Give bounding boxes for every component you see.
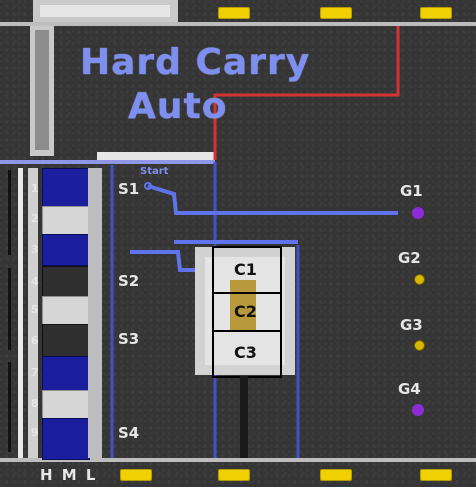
top-lamp [420,7,452,19]
cube-slot-5 [42,296,90,326]
cube-slot-4 [42,266,90,298]
slot-tabs [88,168,102,458]
top-lamp [218,7,250,19]
left-gate-frame [35,30,49,150]
c1-label: C1 [234,260,257,279]
g1-label: G1 [400,182,423,200]
bottom-lamp [218,469,250,481]
s3-label: S3 [118,330,140,348]
s4-label: S4 [118,424,140,442]
red-tape [213,26,400,160]
g3-label: G3 [400,316,423,334]
slot-number: 4 [31,275,39,288]
charge-station-ramp [230,280,256,330]
g2-label: G2 [398,249,421,267]
bottom-lamp [320,469,352,481]
left-platform [97,152,215,162]
slot-number: 8 [31,397,39,410]
cube-slot-7 [42,356,90,392]
start-marker [144,182,152,190]
start-label: Start [140,166,169,177]
group-bracket-mid [8,268,11,350]
left-rail [0,160,215,164]
title-line-1: Hard Carry [80,42,311,83]
cube-slot-2 [42,206,90,236]
top-wall [0,22,476,26]
g4-label: G4 [398,380,421,398]
slot-number: 5 [31,303,39,316]
goal-g2-dot [414,274,425,285]
path-to-g1 [147,184,398,215]
charge-station-stem [240,376,248,458]
cube-slot-1 [42,168,90,208]
s2-label: S2 [118,272,140,290]
cube-slot-8 [42,390,90,420]
cube-slot-6 [42,324,90,358]
slot-number: 6 [31,334,39,347]
slot-number: 3 [31,243,39,256]
hml-label: H M L [40,466,98,484]
slot-number: 7 [31,366,39,379]
top-structure-panels [40,5,170,17]
goal-g3-dot [414,340,425,351]
bottom-lamp [120,469,152,481]
goal-g4-dot [412,404,424,416]
s1-label: S1 [118,180,140,198]
bottom-lamp [420,469,452,481]
cube-slot-3 [42,234,90,266]
goal-g1-dot [412,207,424,219]
cube-slot-9 [42,418,90,460]
slot-number: 2 [31,212,39,225]
slot-number: 9 [31,426,39,439]
left-bracket [18,168,23,458]
c3-label: C3 [234,343,257,362]
slot-number: 1 [31,182,39,195]
c2-label: C2 [234,302,257,321]
bottom-wall [0,458,476,462]
group-bracket-bot [8,362,11,452]
title-line-2: Auto [128,86,228,127]
group-bracket-top [8,170,11,255]
left-slot-column [28,168,38,458]
top-lamp [320,7,352,19]
